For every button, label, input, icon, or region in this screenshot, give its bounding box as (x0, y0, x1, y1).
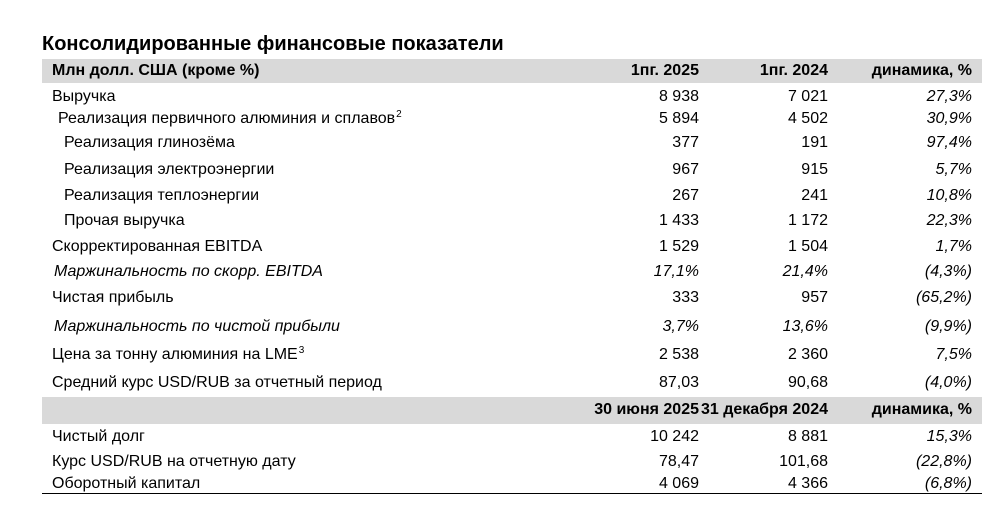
header-col-2: 31 декабря 2024 (700, 401, 828, 418)
row-value-2: 13,6% (782, 318, 828, 335)
row-value-2: 4 502 (787, 110, 828, 127)
row-change: (4,3%) (924, 263, 972, 280)
row-change: 1,7% (935, 238, 972, 255)
row-change: 10,8% (926, 187, 972, 204)
row-value-2: 1 172 (787, 212, 828, 229)
row-change: 15,3% (926, 428, 972, 445)
row-value-1: 10 242 (650, 428, 699, 445)
header-col-3: динамика, % (871, 401, 972, 418)
row-change: 22,3% (926, 212, 972, 229)
header-col-2: 1пг. 2024 (759, 62, 828, 79)
row-change: 30,9% (926, 110, 972, 127)
row-value-2: 7 021 (787, 88, 828, 105)
footnote-mark: 3 (298, 345, 305, 356)
row-label: Маржинальность по скорр. EBITDA (54, 263, 323, 280)
row-label: Скорректированная EBITDA (52, 238, 263, 255)
row-label: Прочая выручка (64, 212, 185, 229)
row-value-2: 1 504 (787, 238, 828, 255)
footnote-mark: 2 (396, 109, 402, 120)
row-value-1: 87,03 (658, 374, 699, 391)
table-title: Консолидированные финансовые показатели (42, 33, 504, 55)
row-change: (4,0%) (924, 374, 972, 391)
row-change: (22,8%) (915, 453, 972, 470)
row-value-2: 101,68 (779, 453, 828, 470)
row-label: Реализация глинозёма (64, 134, 235, 151)
row-change: (6,8%) (924, 475, 972, 492)
row-change: 7,5% (935, 346, 972, 363)
row-label: Выручка (52, 88, 116, 105)
row-value-1: 3,7% (662, 318, 699, 335)
row-value-2: 90,68 (787, 374, 828, 391)
row-label: Цена за тонну алюминия на LME (52, 346, 298, 363)
row-value-1: 333 (672, 289, 699, 306)
row-value-2: 241 (801, 187, 828, 204)
table-bottom-rule (42, 493, 982, 494)
row-value-1: 4 069 (658, 475, 699, 492)
row-value-1: 1 433 (658, 212, 699, 229)
row-change: 97,4% (926, 134, 972, 151)
header-col-1: 30 июня 2025 (594, 401, 699, 418)
row-label: Реализация первичного алюминия и сплавов (58, 110, 396, 127)
row-value-1: 967 (672, 161, 699, 178)
row-label: Реализация электроэнергии (64, 161, 275, 178)
header-band-2 (42, 397, 982, 424)
row-value-1: 267 (672, 187, 699, 204)
header-label: Млн долл. США (кроме %) (52, 62, 260, 79)
row-value-2: 2 360 (787, 346, 828, 363)
row-change: 5,7% (935, 161, 972, 178)
row-label: Чистая прибыль (52, 289, 174, 306)
row-change: (9,9%) (924, 318, 972, 335)
row-value-2: 915 (801, 161, 828, 178)
row-value-2: 21,4% (782, 263, 828, 280)
row-value-2: 4 366 (787, 475, 828, 492)
header-col-3: динамика, % (871, 62, 972, 79)
row-label: Оборотный капитал (52, 475, 201, 492)
row-change: 27,3% (926, 88, 972, 105)
row-value-1: 377 (672, 134, 699, 151)
row-label: Маржинальность по чистой прибыли (54, 318, 340, 335)
row-label: Курс USD/RUB на отчетную дату (52, 453, 296, 470)
row-value-1: 1 529 (658, 238, 699, 255)
row-value-1: 78,47 (658, 453, 699, 470)
row-label: Реализация теплоэнергии (64, 187, 260, 204)
row-change: (65,2%) (915, 289, 972, 306)
row-value-1: 2 538 (658, 346, 699, 363)
row-value-1: 17,1% (653, 263, 699, 280)
header-col-1: 1пг. 2025 (630, 62, 699, 79)
row-value-2: 191 (801, 134, 828, 151)
row-label: Чистый долг (52, 428, 145, 445)
row-label: Средний курс USD/RUB за отчетный период (52, 374, 382, 391)
row-value-1: 8 938 (658, 88, 699, 105)
row-value-2: 8 881 (787, 428, 828, 445)
row-value-2: 957 (801, 289, 828, 306)
header-band (42, 59, 982, 83)
row-value-1: 5 894 (658, 110, 699, 127)
